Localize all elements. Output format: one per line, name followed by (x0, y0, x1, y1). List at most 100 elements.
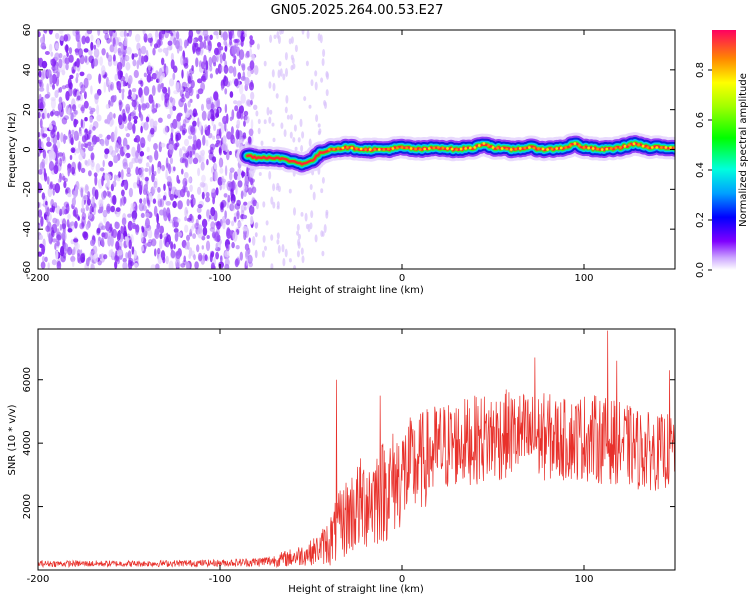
noise-blob (155, 263, 160, 269)
noise-blob (213, 163, 218, 170)
noise-blob (300, 145, 304, 152)
noise-blob (74, 220, 78, 229)
noise-blob (231, 109, 235, 120)
noise-blob (80, 207, 86, 214)
ridge-speck (605, 147, 609, 151)
noise-blob (272, 183, 276, 192)
noise-blob (197, 167, 201, 177)
noise-blob (189, 184, 193, 192)
noise-blob (122, 56, 126, 68)
colorbar-tick-label: 0.4 (695, 162, 706, 178)
noise-blob (140, 114, 144, 122)
figure-title: GN05.2025.264.00.53.E27 (271, 3, 444, 18)
noise-blob (141, 103, 147, 111)
noise-blob (66, 52, 69, 57)
noise-blob (244, 52, 250, 59)
noise-blob (40, 42, 46, 50)
noise-blob (229, 167, 235, 173)
noise-blob (118, 99, 123, 106)
noise-blob (201, 245, 204, 250)
noise-blob (175, 189, 181, 196)
noise-blob (174, 232, 179, 242)
noise-blob (85, 185, 89, 191)
noise-blob (165, 65, 169, 76)
noise-blob (213, 170, 218, 182)
noise-blob (206, 235, 210, 239)
noise-blob (126, 46, 132, 55)
noise-blob (96, 114, 102, 122)
noise-blob (211, 188, 215, 193)
noise-blob (124, 236, 128, 242)
noise-blob (43, 168, 46, 178)
noise-blob (131, 210, 138, 220)
noise-blob (117, 50, 123, 56)
noise-blob (84, 117, 88, 122)
noise-blob (147, 66, 153, 71)
noise-blob (196, 93, 200, 100)
noise-blob (297, 238, 301, 247)
noise-blob (81, 35, 86, 45)
noise-blob (155, 103, 158, 109)
noise-blob (214, 231, 220, 242)
noise-blob (289, 131, 293, 139)
noise-blob (116, 61, 123, 71)
ridge-speck (500, 147, 504, 150)
noise-blob (219, 167, 224, 174)
noise-blob (157, 166, 161, 174)
ridge-speck (377, 148, 381, 151)
ridge-speck (523, 146, 527, 150)
noise-blob (253, 104, 258, 111)
noise-blob (59, 208, 63, 217)
noise-blob (120, 182, 124, 187)
snr-series-line (38, 330, 675, 569)
noise-blob (172, 219, 176, 228)
noise-blob (241, 170, 245, 179)
ridge-speck (341, 146, 345, 150)
noise-blob (60, 254, 66, 263)
noise-blob (257, 127, 261, 135)
noise-blob (145, 217, 150, 229)
noise-blob (284, 248, 288, 258)
noise-blob (128, 239, 132, 250)
noise-blob (190, 126, 196, 136)
noise-blob (140, 125, 143, 134)
noise-blob (314, 234, 318, 243)
noise-blob (222, 52, 226, 62)
noise-blob (153, 143, 158, 151)
ridge-speck (600, 148, 604, 151)
noise-blob (249, 81, 254, 91)
noise-blob (275, 93, 279, 99)
ridge-speck (427, 147, 431, 150)
noise-blob (199, 150, 202, 157)
noise-blob (132, 182, 138, 189)
noise-blob (100, 139, 105, 147)
noise-blob (94, 189, 99, 200)
noise-blob (153, 205, 158, 217)
noise-blob (52, 83, 55, 90)
noise-blob (256, 43, 260, 50)
spectrogram-ridge (236, 132, 675, 176)
noise-blob (55, 205, 61, 214)
noise-blob (170, 241, 174, 250)
ridge-speck (646, 146, 650, 149)
noise-blob (121, 189, 125, 197)
noise-blob (201, 103, 204, 111)
noise-blob (73, 130, 79, 141)
noise-blob (230, 200, 236, 212)
noise-blob (186, 82, 190, 88)
ridge-speck (623, 144, 627, 148)
ridge-speck (637, 143, 640, 147)
noise-blob (123, 40, 127, 47)
noise-blob (128, 113, 132, 122)
noise-blob (106, 52, 109, 59)
noise-blob (297, 137, 301, 143)
noise-blob (184, 216, 188, 222)
noise-blob (180, 263, 186, 268)
noise-blob (276, 232, 280, 240)
noise-blob (213, 124, 217, 132)
noise-blob (197, 88, 204, 95)
noise-blob (38, 132, 41, 138)
noise-blob (47, 187, 53, 198)
noise-blob (122, 162, 129, 170)
noise-blob (223, 39, 227, 46)
